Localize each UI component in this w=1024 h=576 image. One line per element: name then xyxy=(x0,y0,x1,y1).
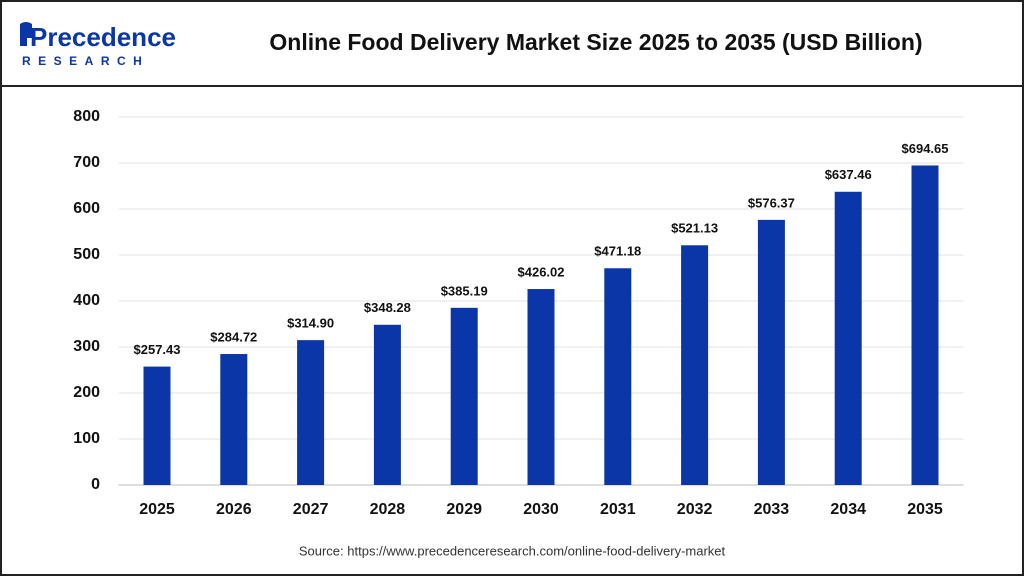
y-tick-label: 200 xyxy=(73,384,100,401)
y-tick-label: 300 xyxy=(73,338,100,355)
bar xyxy=(527,289,555,485)
x-tick-label: 2035 xyxy=(907,501,943,518)
x-tick-label: 2031 xyxy=(600,501,636,518)
data-label: $284.72 xyxy=(210,329,257,344)
bar xyxy=(220,354,248,485)
data-label: $471.18 xyxy=(594,244,641,259)
x-tick-label: 2028 xyxy=(370,501,406,518)
brand-tagline: RESEARCH xyxy=(22,54,149,68)
data-label: $314.90 xyxy=(287,316,334,331)
source-note: Source: https://www.precedenceresearch.c… xyxy=(299,543,726,558)
brand-name: Precedence xyxy=(30,22,176,52)
logo-icon xyxy=(20,22,32,46)
bar xyxy=(143,366,171,485)
bar xyxy=(450,307,478,485)
y-tick-label: 700 xyxy=(73,154,100,171)
bar xyxy=(834,191,862,485)
data-label: $257.43 xyxy=(134,342,181,357)
y-tick-label: 500 xyxy=(73,246,100,263)
bar xyxy=(373,324,401,485)
data-label: $576.37 xyxy=(748,195,795,210)
data-label: $385.19 xyxy=(441,283,488,298)
x-tick-label: 2032 xyxy=(677,501,713,518)
x-tick-label: 2033 xyxy=(754,501,790,518)
x-tick-label: 2026 xyxy=(216,501,252,518)
bar xyxy=(757,219,785,485)
bar xyxy=(681,245,709,485)
x-tick-label: 2027 xyxy=(293,501,329,518)
bar xyxy=(297,340,325,485)
x-tick-label: 2034 xyxy=(830,501,866,518)
data-label: $348.28 xyxy=(364,300,411,315)
y-tick-label: 400 xyxy=(73,292,100,309)
chart-title: Online Food Delivery Market Size 2025 to… xyxy=(269,29,922,55)
data-label: $694.65 xyxy=(902,141,949,156)
x-tick-label: 2030 xyxy=(523,501,559,518)
data-label: $521.13 xyxy=(671,221,718,236)
y-tick-label: 600 xyxy=(73,200,100,217)
bar xyxy=(911,165,939,485)
data-label: $426.02 xyxy=(518,264,565,279)
y-tick-label: 100 xyxy=(73,430,100,447)
y-tick-label: 0 xyxy=(91,476,100,493)
bar xyxy=(604,268,632,485)
data-label: $637.46 xyxy=(825,167,872,182)
x-tick-label: 2025 xyxy=(139,501,175,518)
x-tick-label: 2029 xyxy=(446,501,482,518)
y-tick-label: 800 xyxy=(73,108,100,125)
